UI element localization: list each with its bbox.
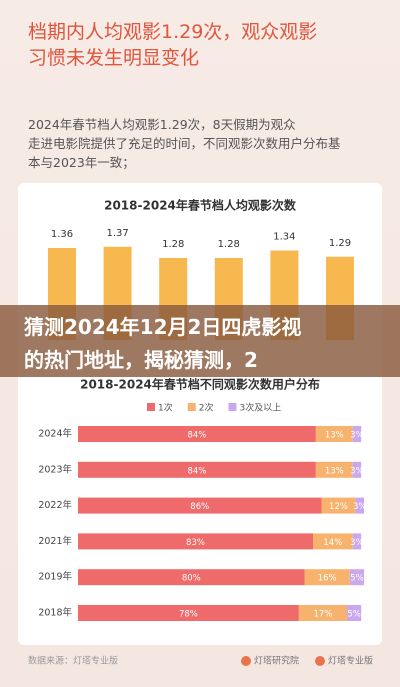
value-label: 1.28 (162, 239, 184, 250)
y-tick-label: 2022年 (38, 499, 72, 511)
value-label: 1.37 (106, 228, 128, 239)
value-label: 5% (347, 610, 361, 620)
bar-segment (298, 605, 348, 621)
bar-segment (349, 569, 364, 586)
logo: 灯塔专业版 (328, 655, 373, 667)
bar-segment (78, 461, 316, 478)
bar-segment (352, 461, 362, 478)
overlay-text: 猜测2024年12月2日四虎影视的热门地址，揭秘猜测，2 (23, 315, 301, 372)
value-label: 80% (182, 574, 201, 584)
bar-segment (78, 533, 314, 550)
bar-segment (78, 497, 322, 514)
bar-segment (313, 533, 353, 550)
value-label: 3% (350, 431, 364, 441)
legend-label: 3次及以上 (239, 402, 281, 414)
y-tick-label: 2024年 (38, 428, 72, 440)
value-label: 13% (325, 466, 344, 476)
bar-segment (355, 497, 364, 514)
value-label: 17% (313, 610, 332, 620)
bar-segment (78, 605, 299, 621)
chart-title: 2018-2024年春节档人均观影次数 (104, 198, 297, 213)
value-label: 1.29 (329, 238, 351, 249)
value-label: 78% (179, 610, 198, 620)
bar-segment (78, 569, 305, 586)
overlay-band (0, 305, 400, 377)
legend-swatch (147, 403, 155, 411)
value-label: 84% (187, 431, 206, 441)
legend-swatch (187, 403, 196, 411)
value-label: 16% (318, 574, 337, 584)
value-label: 83% (186, 538, 205, 548)
value-label: 1.28 (218, 239, 240, 250)
logo-icon (241, 656, 251, 666)
value-label: 86% (190, 502, 209, 512)
value-label: 3% (353, 502, 367, 512)
text-block: 猜测2024年12月2日四虎影视的热门地址，揭秘猜测，2 (23, 315, 301, 372)
bar-segment (352, 533, 362, 550)
value-label: 84% (187, 466, 206, 476)
value-label: 1.36 (51, 229, 73, 240)
bar-segment (352, 426, 362, 442)
bar-segment (78, 426, 316, 442)
bar-segment (315, 461, 353, 478)
bar-segment (304, 569, 350, 586)
y-tick-label: 2019年 (38, 571, 72, 583)
logo: 灯塔研究院 (254, 655, 299, 667)
legend-swatch (228, 403, 237, 411)
bar-segment (347, 605, 362, 621)
chart-title: 2018-2024年春节档不同观影次数用户分布 (80, 377, 320, 392)
legend-label: 2次 (199, 402, 214, 414)
value-label: 13% (325, 431, 344, 441)
y-tick-label: 2021年 (38, 535, 72, 547)
y-tick-label: 2023年 (38, 463, 72, 475)
paragraph: 2024年春节档人均观影1.29次，8天假期为观众走进电影院提供了充足的时间，不… (28, 117, 341, 170)
bar-segment (315, 426, 353, 442)
value-label: 12% (329, 502, 348, 512)
value-label: 3% (350, 466, 364, 476)
logo-icon (315, 656, 325, 666)
value-label: 5% (350, 574, 364, 584)
heading: 档期内人均观影1.29次，观众观影习惯未发生明显变化 (28, 21, 317, 69)
text-block: 档期内人均观影1.29次，观众观影习惯未发生明显变化 (28, 21, 317, 69)
value-label: 3% (350, 538, 364, 548)
source: 数据来源：灯塔专业版 (28, 655, 118, 667)
legend-label: 1次 (158, 402, 173, 414)
y-tick-label: 2018年 (38, 607, 72, 619)
bar-segment (321, 497, 356, 514)
text-block: 2024年春节档人均观影1.29次，8天假期为观众走进电影院提供了充足的时间，不… (28, 117, 341, 170)
value-label: 1.34 (273, 232, 295, 243)
value-label: 14% (323, 538, 342, 548)
